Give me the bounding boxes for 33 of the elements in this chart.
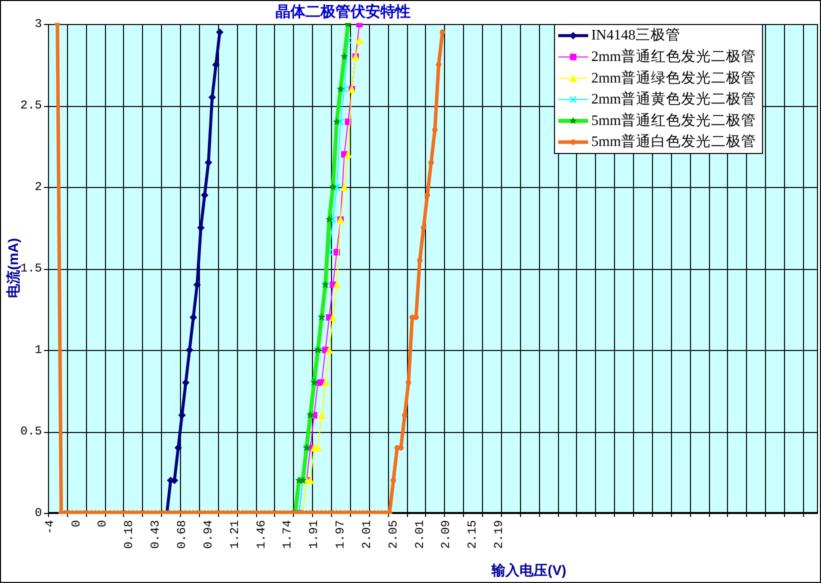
x-tick-label: 2.01 bbox=[360, 520, 374, 549]
x-tick-label: 2.09 bbox=[439, 520, 454, 549]
x-tick-label: 1.21 bbox=[228, 520, 242, 549]
x-tick-label: 0 bbox=[69, 520, 84, 528]
x-tick-label: 0.18 bbox=[122, 520, 136, 549]
legend-label: 2mm普通红色发光二极管 bbox=[591, 48, 756, 65]
x-tick-label: 2.05 bbox=[386, 520, 400, 549]
y-tick-label: 2 bbox=[34, 180, 42, 194]
y-tick-label: 1.5 bbox=[20, 262, 42, 276]
legend-label: 5mm普通白色发光二极管 bbox=[591, 133, 756, 150]
legend-label: IN4148三极管 bbox=[591, 26, 680, 44]
x-tick-label: 2.19 bbox=[492, 520, 506, 549]
x-tick-label: -4 bbox=[42, 520, 57, 534]
x-axis-title: 输入电压(V) bbox=[490, 562, 566, 578]
x-tick-label: 2.15 bbox=[466, 520, 480, 549]
legend-label: 2mm普通黄色发光二极管 bbox=[591, 90, 756, 108]
y-tick-label: 1 bbox=[34, 343, 42, 357]
x-tick-label: 2.01 bbox=[412, 520, 427, 549]
x-tick-label: 1.91 bbox=[307, 520, 322, 549]
x-tick-label: 1.97 bbox=[334, 520, 348, 549]
x-tick-label: 1.46 bbox=[254, 520, 268, 549]
x-tick-label: 0.94 bbox=[201, 520, 216, 549]
title: 晶体二极管伏安特性 bbox=[276, 4, 410, 20]
y-tick-label: 2.5 bbox=[20, 98, 42, 112]
y-tick-label: 3 bbox=[34, 17, 42, 31]
y-tick-label: 0.5 bbox=[20, 424, 42, 438]
legend-label: 5mm普通红色发光二极管 bbox=[591, 112, 756, 129]
x-tick-label: 1.74 bbox=[280, 520, 295, 549]
legend-label: 2mm普通绿色发光二极管 bbox=[591, 69, 756, 86]
x-tick-label: 0 bbox=[96, 520, 110, 528]
x-tick-label: 0.43 bbox=[148, 520, 163, 549]
y-axis-title: 电流(mA) bbox=[5, 238, 21, 298]
x-tick-label: 0.68 bbox=[174, 520, 189, 549]
